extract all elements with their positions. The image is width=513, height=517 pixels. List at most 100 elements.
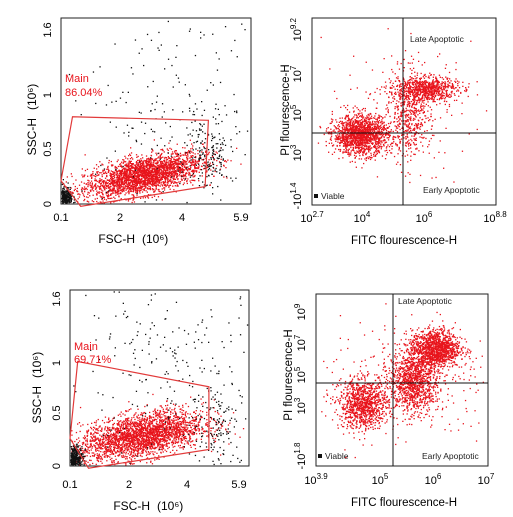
event-dot: [69, 186, 71, 189]
event-dot: [122, 189, 124, 191]
event-dot: [93, 201, 95, 203]
event-dot: [415, 143, 417, 146]
event-dot: [358, 143, 360, 145]
event-dot: [155, 183, 157, 185]
event-dot: [130, 184, 132, 187]
event-dot: [174, 159, 177, 162]
event-dot: [166, 173, 168, 175]
event-dot: [204, 154, 206, 156]
event-dot: [346, 109, 349, 111]
event-dot: [182, 161, 185, 163]
event-dot: [91, 183, 93, 185]
event-dot: [148, 158, 150, 160]
event-dot: [198, 159, 201, 161]
event-dot: [77, 193, 79, 195]
event-dot: [370, 113, 372, 115]
event-dot: [186, 158, 188, 160]
event-dot: [169, 140, 171, 142]
event-dot: [352, 134, 354, 136]
event-dot: [159, 179, 161, 181]
event-dot: [105, 199, 108, 201]
event-dot: [166, 175, 168, 177]
event-dot: [164, 180, 166, 182]
event-dot: [172, 86, 174, 88]
event-dot: [112, 189, 114, 191]
event-dot: [64, 199, 67, 201]
event-dot: [141, 171, 143, 173]
event-dot: [161, 152, 163, 155]
event-dot: [122, 178, 124, 180]
event-dot: [137, 168, 139, 171]
event-dot: [377, 130, 379, 132]
event-dot: [126, 165, 129, 168]
event-dot: [128, 170, 131, 172]
event-dot: [355, 117, 358, 119]
event-dot: [170, 161, 172, 163]
event-dot: [348, 120, 350, 122]
event-dot: [206, 89, 208, 91]
event-dot: [65, 191, 67, 193]
event-dot: [373, 146, 375, 148]
event-dot: [345, 107, 347, 109]
event-dot: [178, 175, 180, 177]
event-dot: [195, 170, 197, 172]
event-dot: [362, 144, 365, 146]
event-dot: [191, 174, 193, 177]
event-dot: [148, 180, 150, 182]
y-axis-title: SSC-H (10⁶): [25, 84, 39, 156]
event-dot: [105, 191, 108, 194]
event-dot: [71, 191, 73, 193]
event-dot: [345, 147, 347, 150]
event-dot: [164, 68, 166, 70]
event-dot: [383, 145, 385, 147]
event-dot: [139, 171, 141, 173]
event-dot: [386, 151, 389, 154]
event-dot: [116, 191, 118, 193]
event-dot: [107, 197, 109, 199]
event-dot: [126, 124, 129, 126]
event-dot: [125, 157, 127, 159]
event-dot: [114, 43, 116, 45]
event-dot: [388, 131, 390, 133]
event-dot: [355, 142, 357, 144]
event-dot: [188, 172, 190, 174]
event-dot: [338, 121, 340, 123]
event-dot: [129, 176, 131, 179]
event-dot: [117, 191, 119, 194]
event-dot: [108, 180, 111, 182]
event-dot: [200, 129, 202, 131]
event-dot: [109, 186, 111, 188]
event-dot: [364, 158, 366, 160]
event-dot: [125, 161, 127, 163]
event-dot: [121, 191, 123, 193]
event-dot: [92, 186, 94, 188]
event-dot: [335, 135, 337, 137]
event-dot: [68, 199, 70, 202]
event-dot: [153, 179, 155, 182]
event-dot: [396, 121, 398, 123]
event-dot: [162, 168, 164, 170]
event-dot: [193, 175, 196, 178]
event-dot: [115, 185, 117, 187]
event-dot: [123, 174, 125, 176]
event-dot: [157, 157, 159, 159]
event-dot: [370, 115, 373, 117]
event-dot: [410, 138, 412, 141]
event-dot: [202, 131, 204, 133]
event-dot: [192, 149, 194, 151]
event-dot: [407, 80, 409, 82]
event-dot: [359, 112, 361, 114]
event-dot: [194, 153, 196, 155]
event-dot: [129, 181, 132, 184]
event-dot: [420, 141, 422, 143]
event-dot: [118, 181, 121, 184]
event-dot: [107, 192, 109, 194]
event-dot: [109, 184, 111, 186]
event-dot: [189, 139, 191, 141]
event-dot: [113, 190, 115, 192]
event-dot: [192, 160, 194, 162]
event-dot: [133, 166, 135, 169]
event-dot: [361, 134, 363, 136]
event-dot: [134, 39, 137, 41]
event-dot: [102, 190, 104, 192]
